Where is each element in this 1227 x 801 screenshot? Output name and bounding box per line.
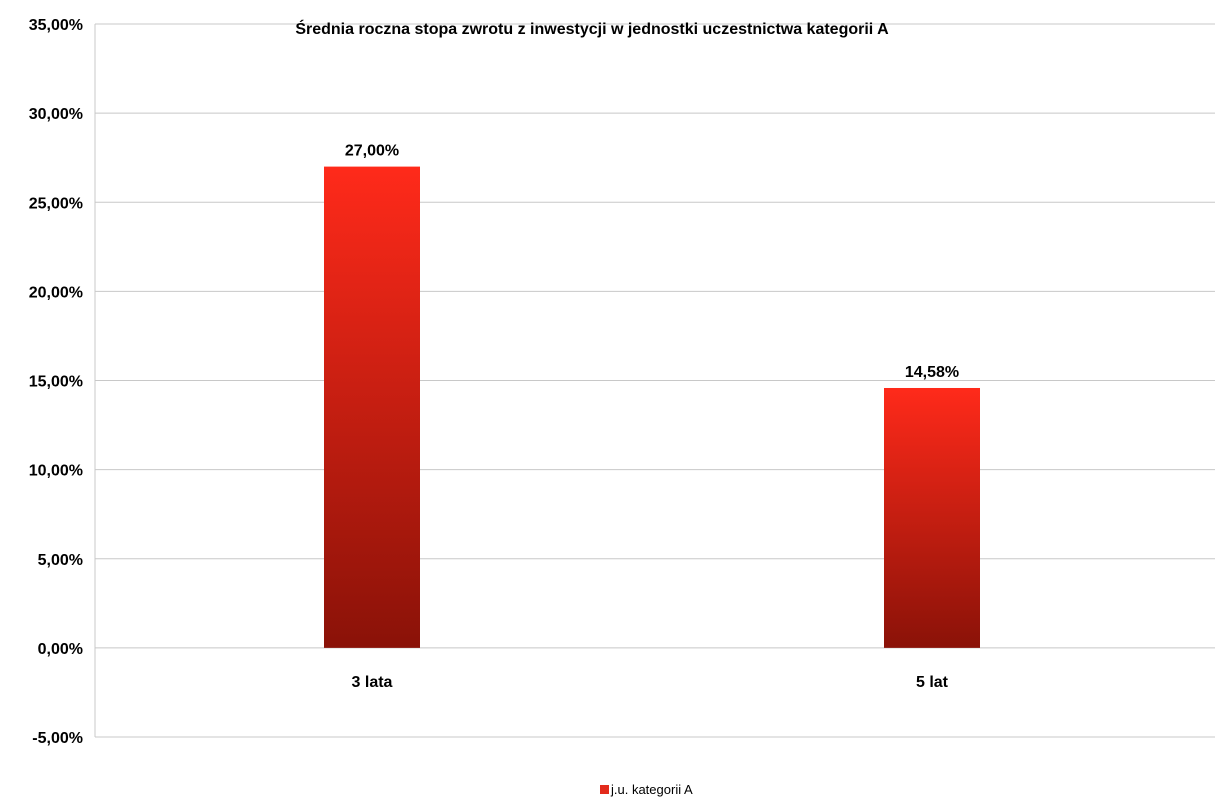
y-tick-label: 30,00% (29, 106, 83, 123)
y-tick-label: 0,00% (38, 641, 83, 658)
bar (324, 166, 420, 648)
data-labels: 27,00% 14,58% (345, 143, 959, 381)
bars (324, 166, 980, 648)
x-axis-categories: 3 lata 5 lat (352, 674, 949, 691)
legend-swatch (600, 785, 609, 794)
y-tick-label: 15,00% (29, 374, 83, 391)
x-category-label: 3 lata (352, 674, 393, 691)
data-label: 14,58% (905, 364, 959, 381)
legend-label: j.u. kategorii A (610, 782, 693, 797)
y-axis: 35,00% 30,00% 25,00% 20,00% 15,00% 10,00% 5,00… (29, 17, 96, 747)
data-label: 27,00% (345, 143, 399, 160)
legend: j.u. kategorii A (600, 782, 693, 797)
y-tick-label: 35,00% (29, 17, 83, 34)
y-tick-label: -5,00% (32, 730, 83, 747)
gridlines (95, 23, 1215, 738)
bar (884, 387, 980, 648)
chart-title: Średnia roczna stopa zwrotu z inwestycji… (295, 19, 889, 38)
x-category-label: 5 lat (916, 674, 949, 691)
y-tick-label: 20,00% (29, 284, 83, 301)
y-tick-label: 5,00% (38, 552, 83, 569)
y-tick-label: 25,00% (29, 195, 83, 212)
y-tick-label: 10,00% (29, 463, 83, 480)
